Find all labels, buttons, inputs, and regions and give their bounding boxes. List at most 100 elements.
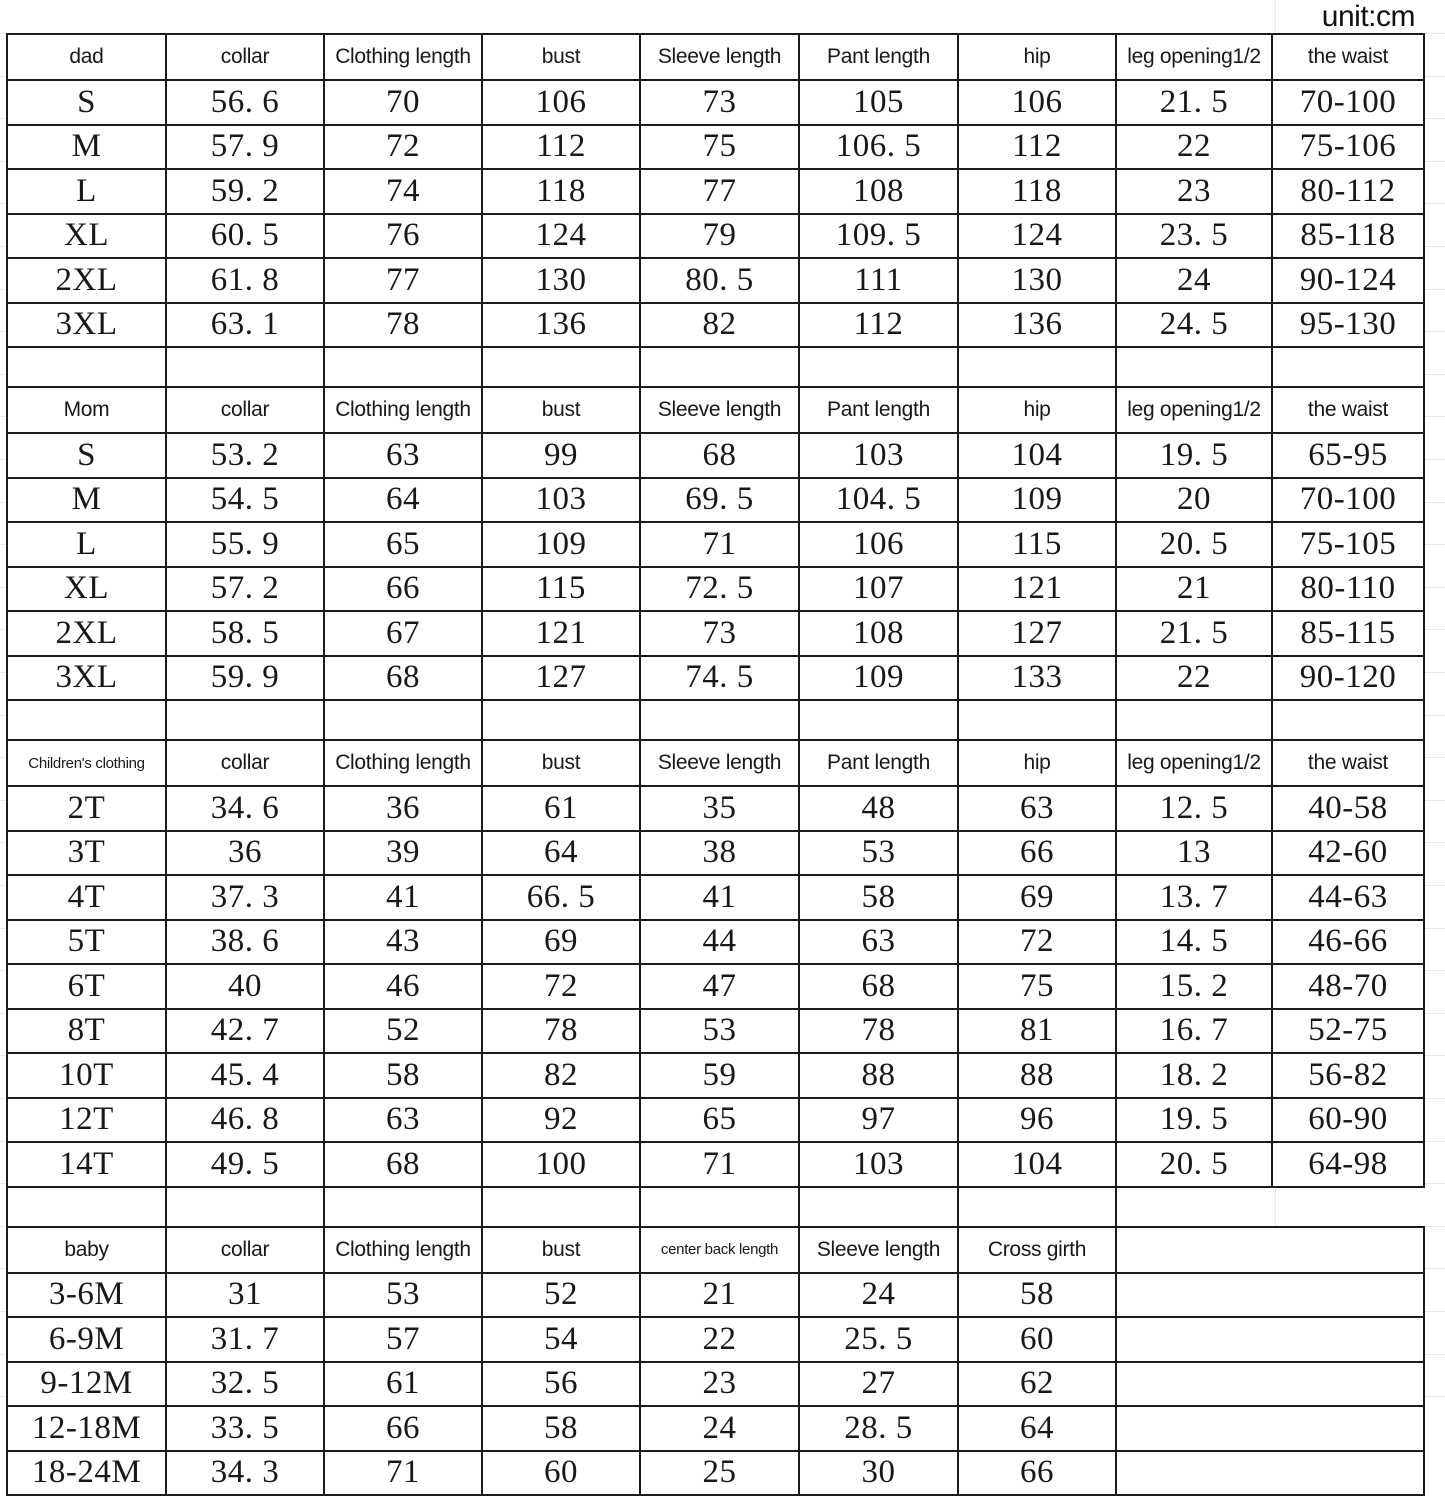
size-label: 8T — [6, 1007, 167, 1054]
measurement-value: 14. 5 — [1115, 918, 1273, 965]
table-row: 2T 34. 6 36 61 35 48 63 12. 5 40-58 — [6, 785, 1425, 832]
spacer-cell — [639, 346, 800, 388]
measurement-value: 56-82 — [1271, 1052, 1425, 1099]
measurement-value: 22 — [1115, 654, 1273, 701]
table-row: 3XL 63. 1 78 136 82 112 136 24. 5 95-130 — [6, 301, 1425, 348]
measurement-value: 36 — [323, 785, 483, 832]
measurement-value: 105 — [798, 79, 959, 126]
measurement-value: 111 — [798, 257, 959, 304]
measurement-value: 31 — [165, 1271, 325, 1318]
measurement-value: 92 — [481, 1096, 641, 1143]
measurement-value: 70-100 — [1271, 476, 1425, 523]
measurement-value: 121 — [957, 565, 1117, 612]
measurement-value: 71 — [323, 1449, 483, 1496]
measurement-value: 106 — [798, 521, 959, 568]
section-label-children: Children's clothing — [6, 739, 167, 787]
measurement-value: 118 — [481, 168, 641, 215]
measurement-value: 13 — [1115, 829, 1273, 876]
measurement-value: 75-105 — [1271, 521, 1425, 568]
measurement-value: 53 — [639, 1007, 800, 1054]
measurement-value: 63 — [323, 432, 483, 479]
table-row: 12T 46. 8 63 92 65 97 96 19. 5 60-90 — [6, 1096, 1425, 1143]
measurement-value: 70-100 — [1271, 79, 1425, 126]
spacer-cell — [798, 699, 959, 741]
size-label: 12-18M — [6, 1405, 167, 1452]
measurement-value: 12. 5 — [1115, 785, 1273, 832]
column-header: the waist — [1271, 739, 1425, 787]
measurement-value: 136 — [481, 301, 641, 348]
measurement-value: 109 — [957, 476, 1117, 523]
measurement-value: 68 — [639, 432, 800, 479]
measurement-value: 43 — [323, 918, 483, 965]
spacer-cell — [481, 1185, 641, 1228]
measurement-value: 74. 5 — [639, 654, 800, 701]
table-row: XL 57. 2 66 115 72. 5 107 121 21 80-110 — [6, 565, 1425, 612]
measurement-value: 124 — [957, 212, 1117, 259]
spacer-cell — [323, 699, 483, 741]
measurement-value: 108 — [798, 610, 959, 657]
spacer-cell — [323, 1185, 483, 1228]
measurement-value: 66 — [957, 829, 1117, 876]
spacer-cell — [957, 346, 1117, 388]
spacer-cell — [957, 699, 1117, 741]
measurement-value: 40-58 — [1271, 785, 1425, 832]
measurement-value: 71 — [639, 521, 800, 568]
column-header: collar — [165, 1225, 325, 1274]
column-header: bust — [481, 1225, 641, 1274]
column-header: collar — [165, 33, 325, 81]
measurement-value: 56 — [481, 1360, 641, 1407]
measurement-value: 24. 5 — [1115, 301, 1273, 348]
measurement-value: 95-130 — [1271, 301, 1425, 348]
measurement-value: 78 — [323, 301, 483, 348]
size-label: 5T — [6, 918, 167, 965]
measurement-value: 136 — [957, 301, 1117, 348]
size-label: M — [6, 476, 167, 523]
measurement-value: 106. 5 — [798, 123, 959, 170]
table-row: 4T 37. 3 41 66. 5 41 58 69 13. 7 44-63 — [6, 874, 1425, 921]
measurement-value: 48-70 — [1271, 963, 1425, 1010]
column-header: Clothing length — [323, 33, 483, 81]
measurement-value: 104. 5 — [798, 476, 959, 523]
measurement-value: 20. 5 — [1115, 1141, 1273, 1188]
table-row: 2XL 58. 5 67 121 73 108 127 21. 5 85-115 — [6, 610, 1425, 657]
measurement-value: 107 — [798, 565, 959, 612]
table-row: M 54. 5 64 103 69. 5 104. 5 109 20 70-100 — [6, 476, 1425, 523]
measurement-value: 90-120 — [1271, 654, 1425, 701]
column-header: Clothing length — [323, 1225, 483, 1274]
table-row: 6T 40 46 72 47 68 75 15. 2 48-70 — [6, 963, 1425, 1010]
measurement-value: 54. 5 — [165, 476, 325, 523]
measurement-value: 100 — [481, 1141, 641, 1188]
spacer-cell — [1115, 346, 1273, 388]
measurement-value: 66 — [323, 565, 483, 612]
measurement-value: 64 — [323, 476, 483, 523]
size-label: 2T — [6, 785, 167, 832]
spacer-cell — [1271, 699, 1425, 741]
measurement-value: 75-106 — [1271, 123, 1425, 170]
column-header: bust — [481, 739, 641, 787]
measurement-value: 37. 3 — [165, 874, 325, 921]
measurement-value: 71 — [639, 1141, 800, 1188]
measurement-value: 130 — [957, 257, 1117, 304]
measurement-value: 57 — [323, 1316, 483, 1363]
measurement-value: 115 — [957, 521, 1117, 568]
table-row: 9-12M 32. 5 61 56 23 27 62 — [6, 1360, 1425, 1407]
measurement-value: 60-90 — [1271, 1096, 1425, 1143]
measurement-value: 30 — [798, 1449, 959, 1496]
measurement-value: 75 — [639, 123, 800, 170]
column-header: Clothing length — [323, 386, 483, 434]
measurement-value: 76 — [323, 212, 483, 259]
measurement-value: 58 — [957, 1271, 1117, 1318]
measurement-value: 130 — [481, 257, 641, 304]
measurement-value: 82 — [481, 1052, 641, 1099]
measurement-value: 68 — [323, 654, 483, 701]
measurement-value: 22 — [639, 1316, 800, 1363]
measurement-value: 62 — [957, 1360, 1117, 1407]
measurement-value: 67 — [323, 610, 483, 657]
measurement-value: 45. 4 — [165, 1052, 325, 1099]
measurement-value: 60 — [957, 1316, 1117, 1363]
spacer-cell — [165, 1185, 325, 1228]
size-label: L — [6, 168, 167, 215]
measurement-value: 65 — [639, 1096, 800, 1143]
table-row: 3XL 59. 9 68 127 74. 5 109 133 22 90-120 — [6, 654, 1425, 701]
table-row: L 59. 2 74 118 77 108 118 23 80-112 — [6, 168, 1425, 215]
